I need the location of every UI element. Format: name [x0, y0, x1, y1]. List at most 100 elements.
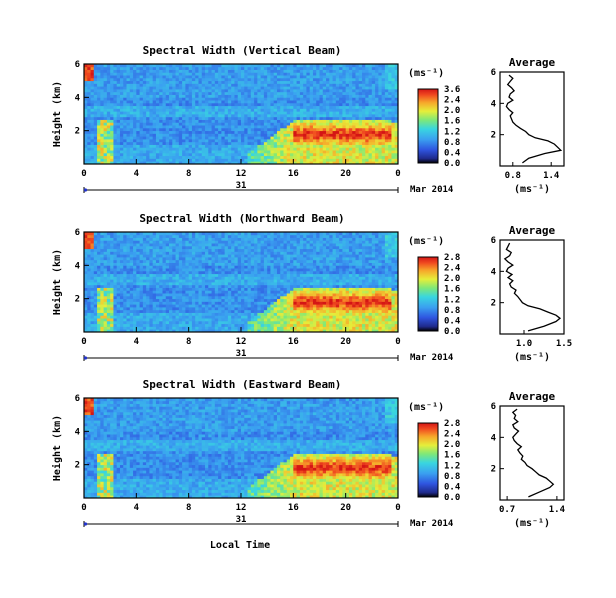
heatmap-cell	[352, 139, 356, 143]
heatmap-cell	[90, 293, 95, 297]
heatmap-cell	[149, 141, 154, 145]
heatmap-cell	[185, 77, 190, 82]
heatmap-cell	[378, 133, 383, 137]
heatmap-cell	[198, 279, 203, 283]
heatmap-cell	[110, 295, 114, 300]
heatmap-cell	[185, 136, 190, 140]
heatmap-cell	[280, 152, 284, 157]
heatmap-cell	[142, 323, 147, 327]
heatmap-cell	[188, 141, 193, 145]
heatmap-cell	[205, 307, 209, 311]
heatmap-cell	[224, 122, 229, 126]
panel-title: Spectral Width (Vertical Beam)	[143, 44, 342, 57]
heatmap-cell	[391, 130, 396, 134]
x-tick-label: 16	[288, 169, 299, 179]
heatmap-cell	[205, 122, 209, 126]
heatmap-cell	[149, 144, 154, 148]
heatmap-cell	[388, 122, 392, 126]
heatmap-cell	[93, 105, 98, 109]
heatmap-cell	[146, 97, 150, 101]
heatmap-cell	[97, 298, 101, 302]
heatmap-cell	[136, 262, 140, 266]
heatmap-cell	[123, 293, 127, 297]
heatmap-cell	[185, 150, 190, 154]
heatmap-cell	[303, 130, 307, 134]
heatmap-cell	[146, 133, 150, 137]
heatmap-cell	[142, 100, 147, 104]
heatmap-cell	[188, 276, 193, 280]
heatmap-cell	[234, 108, 239, 112]
heatmap-cell	[110, 309, 114, 313]
heatmap-cell	[280, 114, 284, 118]
heatmap-cell	[106, 262, 111, 266]
heatmap-cell	[90, 83, 95, 87]
heatmap-cell	[90, 265, 95, 269]
heatmap-cell	[355, 155, 360, 159]
heatmap-cell	[339, 75, 343, 79]
heatmap-cell	[152, 265, 157, 269]
heatmap-cell	[169, 72, 173, 76]
heatmap-cell	[110, 80, 114, 84]
heatmap-cell	[172, 72, 176, 76]
heatmap-cell	[84, 144, 88, 148]
heatmap-cell	[116, 91, 121, 95]
heatmap-cell	[237, 119, 242, 123]
heatmap-cell	[133, 83, 137, 87]
heatmap-cell	[123, 125, 127, 129]
heatmap-cell	[175, 97, 180, 101]
heatmap-cell	[119, 125, 124, 129]
heatmap-cell	[139, 301, 144, 305]
heatmap-cell	[116, 75, 121, 79]
heatmap-cell	[267, 116, 271, 120]
heatmap-cell	[227, 114, 232, 118]
heatmap-cell	[129, 130, 134, 134]
heatmap-cell	[136, 323, 140, 327]
heatmap-cell	[276, 122, 281, 126]
heatmap-cell	[159, 102, 163, 107]
heatmap-cell	[342, 130, 347, 134]
heatmap-cell	[208, 307, 212, 311]
heatmap-cell	[103, 83, 108, 87]
heatmap-cell	[119, 77, 124, 82]
heatmap-cell	[237, 83, 242, 87]
heatmap-cell	[332, 89, 337, 93]
heatmap-cell	[365, 161, 369, 165]
heatmap-cell	[172, 257, 176, 261]
heatmap-cell	[113, 265, 118, 269]
heatmap-cell	[214, 83, 219, 87]
heatmap-cell	[162, 152, 167, 157]
heatmap-cell	[290, 91, 294, 95]
heatmap-cell	[208, 320, 212, 325]
heatmap-cell	[237, 66, 242, 70]
heatmap-cell	[103, 304, 108, 308]
heatmap-cell	[191, 133, 196, 137]
heatmap-cell	[322, 83, 327, 87]
heatmap-cell	[375, 127, 379, 132]
heatmap-cell	[391, 125, 396, 129]
heatmap-cell	[368, 75, 373, 79]
heatmap-cell	[142, 234, 147, 238]
heatmap-cell	[191, 97, 196, 101]
heatmap-cell	[208, 75, 212, 79]
heatmap-cell	[303, 91, 307, 95]
heatmap-cell	[93, 97, 98, 101]
heatmap-cell	[198, 105, 203, 109]
heatmap-cell	[142, 304, 147, 308]
heatmap-cell	[149, 127, 154, 132]
profile-title: Average	[509, 56, 556, 69]
heatmap-cell	[172, 105, 176, 109]
heatmap-cell	[90, 66, 95, 70]
heatmap-cell	[263, 77, 268, 82]
heatmap-cell	[178, 237, 183, 241]
heatmap-cell	[155, 268, 160, 272]
heatmap-cell	[87, 72, 91, 76]
heatmap-cell	[136, 295, 140, 300]
heatmap-cell	[139, 237, 144, 241]
heatmap-cell	[182, 75, 186, 79]
heatmap-cell	[384, 136, 389, 140]
heatmap-cell	[175, 320, 180, 325]
heatmap-cell	[149, 318, 154, 322]
heatmap-cell	[322, 72, 327, 76]
heatmap-cell	[100, 152, 105, 157]
heatmap-cell	[162, 276, 167, 280]
